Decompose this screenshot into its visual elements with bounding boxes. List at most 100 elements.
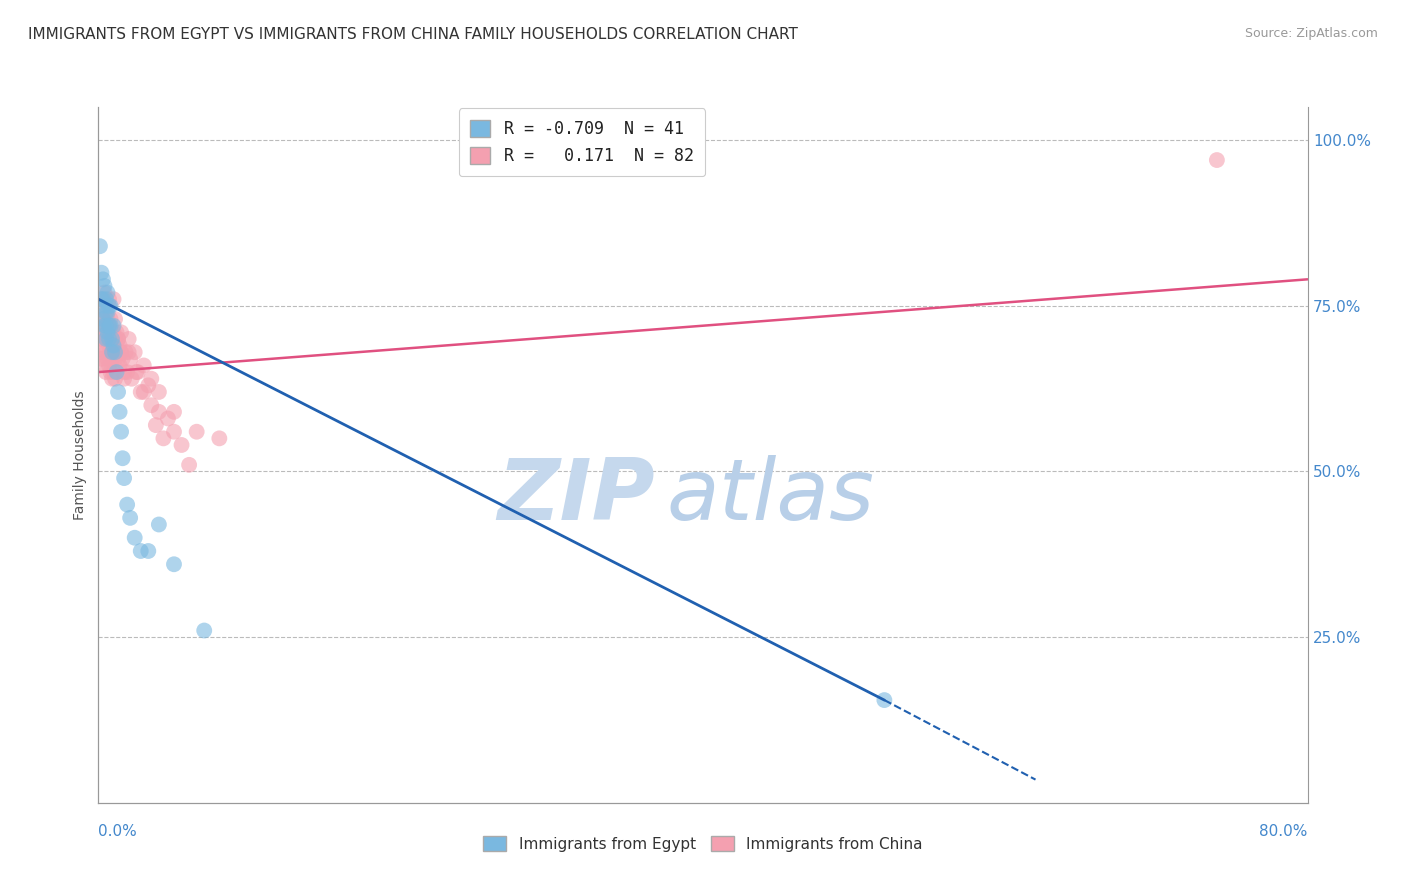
Point xyxy=(100,345,122,359)
Point xyxy=(104,345,127,359)
Point xyxy=(96,318,118,333)
Point xyxy=(98,318,121,333)
Point xyxy=(100,326,122,340)
Point xyxy=(91,312,114,326)
Point xyxy=(101,351,124,366)
Point xyxy=(90,292,112,306)
Point xyxy=(93,359,115,373)
Point xyxy=(120,511,142,525)
Point xyxy=(112,471,135,485)
Point xyxy=(103,345,125,359)
Point xyxy=(100,318,122,333)
Point xyxy=(141,372,163,386)
Point xyxy=(103,338,125,352)
Point xyxy=(96,326,118,340)
Point xyxy=(96,351,118,366)
Point xyxy=(90,266,112,280)
Point xyxy=(163,425,186,439)
Point xyxy=(163,405,186,419)
Point xyxy=(91,292,114,306)
Point xyxy=(110,425,132,439)
Point xyxy=(110,326,132,340)
Point xyxy=(118,345,141,359)
Point xyxy=(98,318,121,333)
Point xyxy=(148,384,170,399)
Point xyxy=(98,292,121,306)
Point xyxy=(103,326,125,340)
Point xyxy=(90,345,112,359)
Point xyxy=(112,365,135,379)
Point xyxy=(93,318,115,333)
Point xyxy=(91,272,114,286)
Point xyxy=(94,365,117,379)
Point xyxy=(96,285,118,300)
Point xyxy=(107,351,129,366)
Point xyxy=(124,345,146,359)
Point xyxy=(129,544,152,558)
Point xyxy=(94,305,117,319)
Point xyxy=(94,326,117,340)
Point xyxy=(107,332,129,346)
Point xyxy=(89,351,111,366)
Point xyxy=(136,378,159,392)
Point xyxy=(91,332,114,346)
Point xyxy=(93,285,115,300)
Point xyxy=(94,299,117,313)
Point xyxy=(105,365,128,379)
Point xyxy=(93,338,115,352)
Point xyxy=(105,326,128,340)
Point xyxy=(110,345,132,359)
Point xyxy=(156,411,179,425)
Point xyxy=(121,372,143,386)
Point xyxy=(111,351,134,366)
Point xyxy=(94,318,117,333)
Point xyxy=(120,351,142,366)
Point xyxy=(103,365,125,379)
Point xyxy=(873,693,896,707)
Point xyxy=(1206,153,1229,167)
Point xyxy=(91,312,114,326)
Point xyxy=(96,305,118,319)
Text: ZIP: ZIP xyxy=(496,455,655,538)
Point xyxy=(129,384,152,399)
Point xyxy=(124,531,146,545)
Point xyxy=(103,318,125,333)
Point xyxy=(89,239,111,253)
Point xyxy=(105,345,128,359)
Point xyxy=(136,544,159,558)
Point xyxy=(148,405,170,419)
Point xyxy=(208,431,231,445)
Point xyxy=(108,338,131,352)
Point xyxy=(141,398,163,412)
Text: IMMIGRANTS FROM EGYPT VS IMMIGRANTS FROM CHINA FAMILY HOUSEHOLDS CORRELATION CHA: IMMIGRANTS FROM EGYPT VS IMMIGRANTS FROM… xyxy=(28,27,799,42)
Point xyxy=(114,345,136,359)
Point xyxy=(132,384,155,399)
Text: Source: ZipAtlas.com: Source: ZipAtlas.com xyxy=(1244,27,1378,40)
Point xyxy=(89,332,111,346)
Point xyxy=(118,332,141,346)
Point xyxy=(96,332,118,346)
Point xyxy=(104,351,127,366)
Point xyxy=(94,345,117,359)
Y-axis label: Family Households: Family Households xyxy=(73,390,87,520)
Point xyxy=(145,418,167,433)
Point xyxy=(94,332,117,346)
Point xyxy=(101,345,124,359)
Point xyxy=(98,332,121,346)
Point xyxy=(94,292,117,306)
Point xyxy=(112,372,135,386)
Point xyxy=(101,372,124,386)
Point xyxy=(115,365,138,379)
Point xyxy=(101,332,124,346)
Point xyxy=(132,359,155,373)
Point xyxy=(98,299,121,313)
Text: atlas: atlas xyxy=(666,455,875,538)
Point xyxy=(110,345,132,359)
Point xyxy=(186,425,208,439)
Point xyxy=(96,312,118,326)
Point xyxy=(101,332,124,346)
Point xyxy=(101,332,124,346)
Point xyxy=(93,318,115,333)
Point xyxy=(152,431,174,445)
Point xyxy=(148,517,170,532)
